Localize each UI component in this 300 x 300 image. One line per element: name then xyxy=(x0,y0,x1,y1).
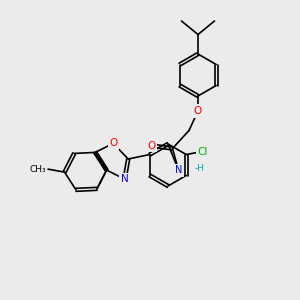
Text: N: N xyxy=(121,174,128,184)
Text: O: O xyxy=(194,106,202,116)
Text: O: O xyxy=(109,138,117,148)
Text: Cl: Cl xyxy=(197,146,208,157)
Text: CH₃: CH₃ xyxy=(30,165,46,174)
Text: N: N xyxy=(175,165,182,175)
Text: O: O xyxy=(147,140,156,151)
Text: -H: -H xyxy=(195,164,205,173)
